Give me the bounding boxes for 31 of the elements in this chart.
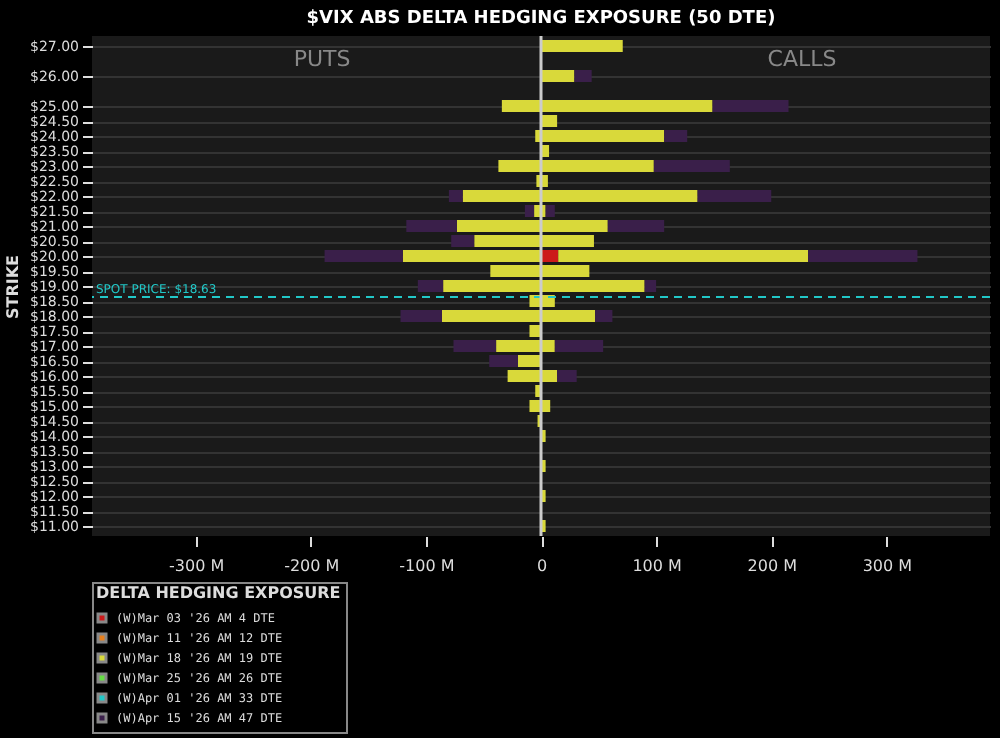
- bar: [644, 280, 657, 292]
- bar: [324, 250, 403, 262]
- bar: [541, 70, 575, 82]
- x-tick-label: -200 M: [284, 557, 340, 575]
- bar: [541, 40, 623, 52]
- bar: [545, 205, 555, 217]
- y-axis-title: STRIKE: [4, 254, 23, 320]
- bar: [400, 310, 442, 322]
- annotation: PUTS: [293, 46, 351, 72]
- bar: [595, 310, 613, 322]
- bar: [664, 130, 688, 142]
- bar: [653, 160, 730, 172]
- bar: [808, 250, 918, 262]
- legend-title: DELTA HEDGING EXPOSURE: [96, 584, 341, 602]
- bar: [554, 340, 604, 352]
- x-tick-label: 300 M: [862, 557, 913, 575]
- bar: [574, 70, 592, 82]
- bar: [448, 190, 463, 202]
- bar: [557, 370, 577, 382]
- bar: [697, 190, 772, 202]
- bar: [417, 280, 444, 292]
- bar: [524, 205, 535, 217]
- chart-title: $VIX ABS DELTA HEDGING EXPOSURE (50 DTE): [306, 8, 776, 29]
- bar: [712, 100, 789, 112]
- annotation: CALLS: [767, 46, 837, 72]
- bar: [607, 220, 665, 232]
- x-tick-label: 100 M: [632, 557, 683, 575]
- x-tick-label: -300 M: [169, 557, 225, 575]
- x-tick-label: 0: [536, 557, 548, 575]
- x-tick-label: -100 M: [399, 557, 455, 575]
- x-tick-label: 200 M: [747, 557, 798, 575]
